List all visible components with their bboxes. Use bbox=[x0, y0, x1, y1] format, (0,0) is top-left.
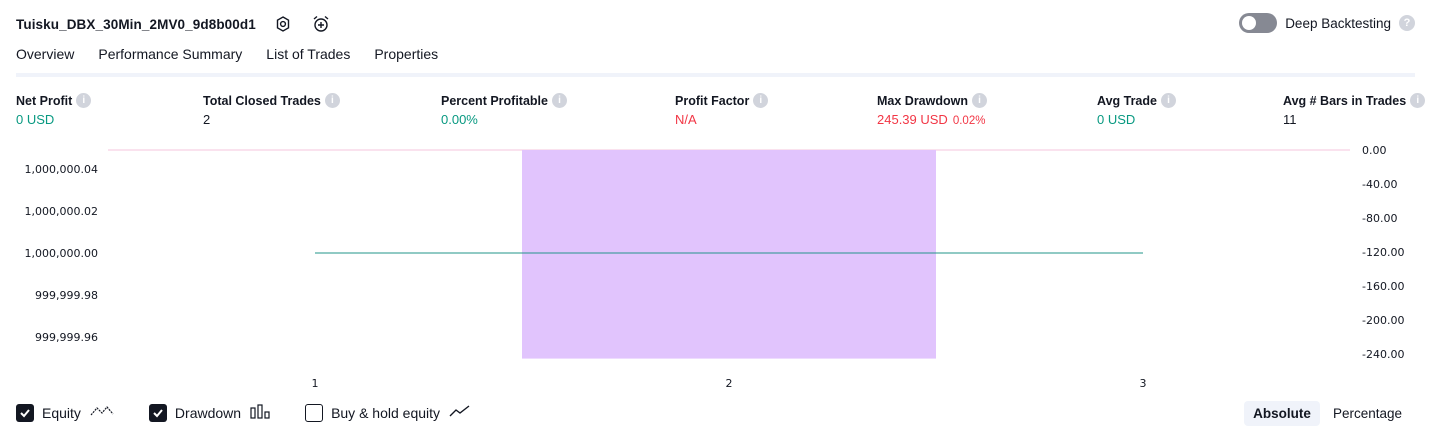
drawdown-bar bbox=[522, 150, 936, 359]
deep-backtesting-label: Deep Backtesting bbox=[1285, 15, 1391, 31]
gear-icon[interactable] bbox=[272, 13, 294, 35]
tab-performance-summary[interactable]: Performance Summary bbox=[98, 46, 243, 62]
value-mode-switch: Absolute Percentage bbox=[1244, 401, 1411, 426]
metric-net-profit: Net Profit i 0 USD bbox=[16, 93, 92, 127]
drawdown-tick-label: -160.00 bbox=[1362, 280, 1404, 293]
drawdown-tick-label: -200.00 bbox=[1362, 314, 1404, 327]
metric-avg-bars: Avg # Bars in Trades i 11 bbox=[1283, 93, 1426, 127]
alarm-clock-plus-icon[interactable] bbox=[310, 13, 332, 35]
equity-tick-label: 999,999.96 bbox=[35, 331, 98, 344]
info-icon[interactable]: i bbox=[76, 93, 92, 108]
tab-properties[interactable]: Properties bbox=[374, 46, 439, 62]
x-tick-label: 1 bbox=[312, 377, 319, 390]
metric-value: N/A bbox=[675, 112, 697, 127]
metric-label: Avg Trade bbox=[1097, 93, 1157, 108]
metric-value: 0.00% bbox=[441, 112, 478, 127]
help-icon[interactable]: ? bbox=[1399, 15, 1415, 31]
percentage-button[interactable]: Percentage bbox=[1332, 406, 1402, 421]
strategy-name: Tuisku_DBX_30Min_2MV0_9d8b00d1 bbox=[16, 16, 256, 32]
metric-label: Max Drawdown bbox=[877, 93, 968, 108]
metric-label: Total Closed Trades bbox=[203, 93, 321, 108]
tab-overview[interactable]: Overview bbox=[16, 46, 75, 76]
drawdown-tick-label: -40.00 bbox=[1362, 178, 1397, 191]
equity-line-icon bbox=[89, 403, 115, 422]
strategy-header: Tuisku_DBX_30Min_2MV0_9d8b00d1 bbox=[16, 12, 332, 36]
legend-label: Buy & hold equity bbox=[331, 404, 441, 421]
max-drawdown-amount: 245.39 USD bbox=[877, 112, 948, 127]
buy-hold-checkbox[interactable] bbox=[305, 403, 324, 422]
tab-list-of-trades[interactable]: List of Trades bbox=[266, 46, 351, 62]
tabs-divider bbox=[16, 73, 1415, 77]
equity-tick-label: 1,000,000.00 bbox=[25, 247, 98, 260]
chart-legend: Equity Drawdown Buy & hold equity bbox=[16, 403, 506, 422]
buy-hold-line-icon bbox=[448, 403, 472, 422]
metric-value: 0 USD bbox=[16, 112, 55, 127]
absolute-button[interactable]: Absolute bbox=[1244, 401, 1320, 426]
metric-label: Avg # Bars in Trades bbox=[1283, 93, 1407, 108]
info-icon[interactable]: i bbox=[1160, 93, 1176, 108]
legend-label: Equity bbox=[42, 404, 81, 421]
drawdown-bars-icon bbox=[249, 403, 271, 422]
metric-value: 2 bbox=[203, 112, 211, 127]
metric-percent-profitable: Percent Profitable i 0.00% bbox=[441, 93, 567, 127]
legend-label: Drawdown bbox=[174, 404, 242, 421]
drawdown-checkbox[interactable] bbox=[148, 403, 167, 422]
equity-tick-label: 1,000,000.04 bbox=[25, 163, 98, 176]
deep-backtesting-toggle[interactable] bbox=[1239, 13, 1278, 33]
metric-profit-factor: Profit Factor i N/A bbox=[675, 93, 769, 127]
legend-buy-hold[interactable]: Buy & hold equity bbox=[305, 403, 472, 422]
equity-checkbox[interactable] bbox=[16, 403, 34, 422]
metric-label: Profit Factor bbox=[675, 93, 750, 108]
drawdown-tick-label: 0.00 bbox=[1362, 144, 1387, 157]
deep-backtesting-control: Deep Backtesting ? bbox=[1239, 13, 1415, 33]
x-tick-label: 3 bbox=[1140, 377, 1147, 390]
metric-label: Net Profit bbox=[16, 93, 73, 108]
drawdown-tick-label: -120.00 bbox=[1362, 246, 1404, 259]
metric-total-closed-trades: Total Closed Trades i 2 bbox=[203, 93, 340, 127]
equity-tick-label: 999,999.98 bbox=[35, 289, 98, 302]
metric-max-drawdown: Max Drawdown i 245.39 USD 0.02% bbox=[877, 93, 987, 127]
equity-drawdown-chart[interactable]: 1,000,000.04 1,000,000.02 1,000,000.00 999,… bbox=[0, 140, 1431, 395]
metric-value: 0 USD bbox=[1097, 112, 1136, 127]
metric-value: 245.39 USD 0.02% bbox=[877, 112, 987, 127]
drawdown-tick-label: -240.00 bbox=[1362, 348, 1404, 361]
info-icon[interactable]: i bbox=[551, 93, 567, 108]
max-drawdown-percent: 0.02% bbox=[952, 115, 986, 127]
legend-drawdown[interactable]: Drawdown bbox=[148, 403, 271, 422]
info-icon[interactable]: i bbox=[324, 93, 340, 108]
info-icon[interactable]: i bbox=[972, 93, 987, 108]
equity-tick-label: 1,000,000.02 bbox=[25, 205, 98, 218]
metric-avg-trade: Avg Trade i 0 USD bbox=[1097, 93, 1176, 127]
info-icon[interactable]: i bbox=[753, 93, 769, 108]
info-icon[interactable]: i bbox=[1410, 93, 1426, 108]
report-tabs: Overview Performance Summary List of Tra… bbox=[16, 46, 438, 76]
x-tick-label: 2 bbox=[726, 377, 733, 390]
metric-value: 11 bbox=[1283, 112, 1297, 127]
drawdown-tick-label: -80.00 bbox=[1362, 212, 1397, 225]
legend-equity[interactable]: Equity bbox=[16, 403, 115, 422]
metric-label: Percent Profitable bbox=[441, 93, 548, 108]
